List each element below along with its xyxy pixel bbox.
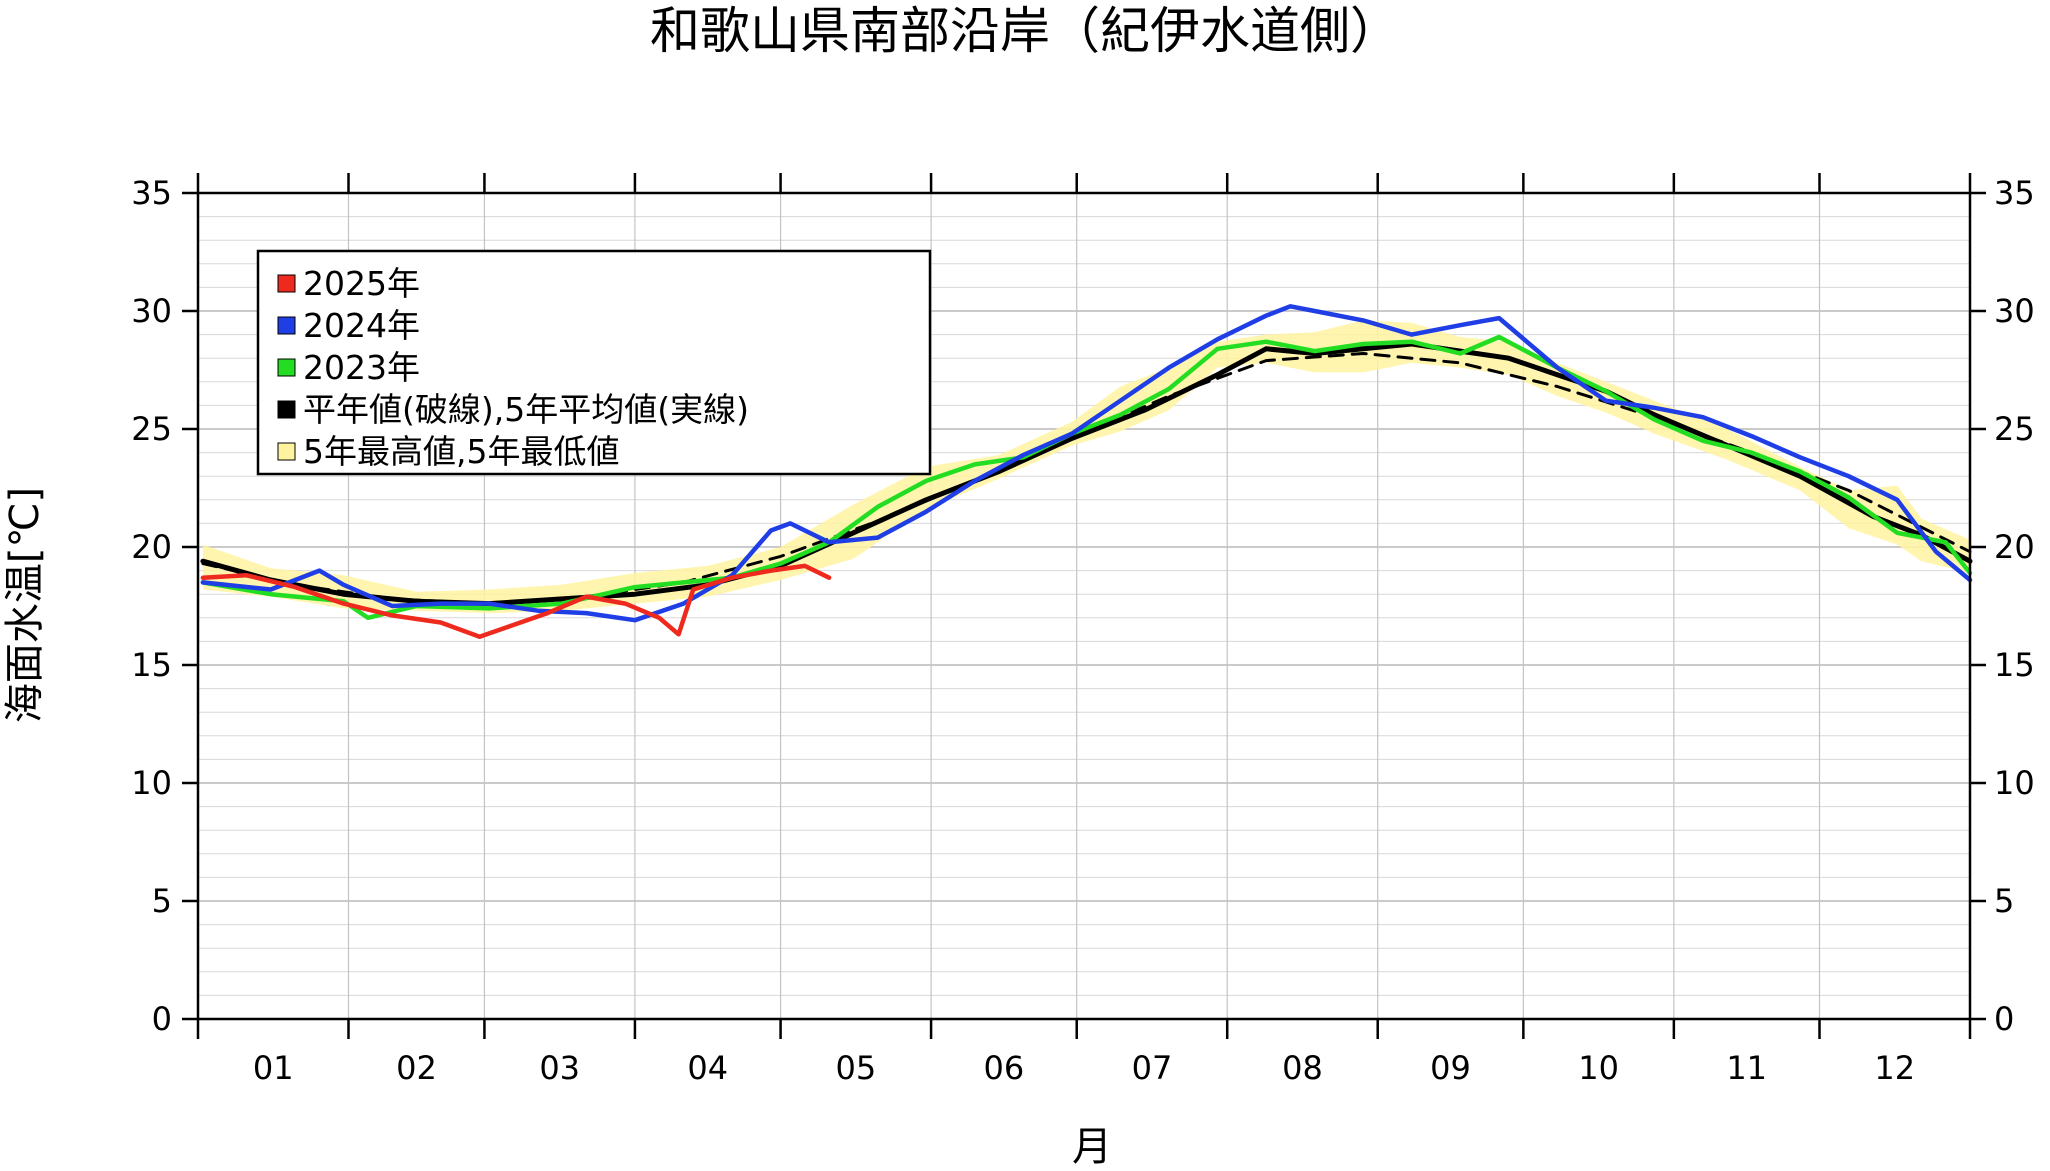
legend-box xyxy=(256,249,932,476)
legend-label-2023: 2023年 xyxy=(303,348,420,387)
legend-swatch-2023 xyxy=(277,358,296,377)
plot-frame xyxy=(196,191,1972,1021)
legend-label-2024: 2024年 xyxy=(303,306,420,345)
y-axis-left: 0 5 10 15 20 25 30 35 xyxy=(131,174,198,1038)
x-tick-label: 02 xyxy=(396,1049,437,1087)
y-tick-label-right: 5 xyxy=(1994,882,2014,920)
legend-item-max-min: 5年最高値,5年最低値 xyxy=(277,432,619,471)
legend-swatch-2025 xyxy=(277,274,296,293)
y-tick-label-right: 35 xyxy=(1994,174,2035,212)
chart-title: 和歌山県南部沿岸（紀伊水道側） xyxy=(650,2,1400,60)
legend-item-2024: 2024年 xyxy=(277,306,420,345)
legend-swatch-max-min xyxy=(277,442,296,461)
x-tick-label: 09 xyxy=(1430,1049,1471,1087)
y-tick-label-right: 25 xyxy=(1994,410,2035,448)
y-tick-label: 30 xyxy=(131,292,172,330)
y-axis-right: 0 5 10 15 20 25 30 35 xyxy=(1970,174,2035,1038)
legend-swatch-normal-average xyxy=(277,400,296,419)
y-tick-label: 0 xyxy=(152,1000,172,1038)
x-tick-label: 06 xyxy=(984,1049,1025,1087)
band-max-min xyxy=(202,320,1970,614)
legend-swatch-2024 xyxy=(277,316,296,335)
x-axis-label: 月 xyxy=(1072,1124,1112,1166)
y-tick-label: 10 xyxy=(131,764,172,802)
y-tick-label-right: 20 xyxy=(1994,528,2035,566)
y-axis-label: 海面水温[℃] xyxy=(2,487,48,723)
legend-item-2025: 2025年 xyxy=(277,264,420,303)
series-2024-line xyxy=(200,304,1973,623)
y-tick-label-right: 10 xyxy=(1994,764,2035,802)
legend: 2025年 2024年 2023年 平年値(破線),5年平均値(実線) 5年最高… xyxy=(256,249,932,476)
series-2023-line xyxy=(200,334,1973,621)
min-max-band-layer xyxy=(202,320,1970,614)
legend-item-normal-average: 平年値(破線),5年平均値(実線) xyxy=(277,390,749,429)
series-5yr-average-line xyxy=(200,341,1973,607)
y-tick-label: 20 xyxy=(131,528,172,566)
x-tick-label: 01 xyxy=(253,1049,294,1087)
x-axis: 01 02 03 04 05 06 07 08 09 10 11 12 xyxy=(196,173,1972,1087)
y-tick-label: 5 xyxy=(152,882,172,920)
x-tick-label: 10 xyxy=(1578,1049,1619,1087)
y-tick-label-right: 0 xyxy=(1994,1000,2014,1038)
series-lines xyxy=(200,304,1973,639)
legend-label-2025: 2025年 xyxy=(303,264,420,303)
y-tick-label-right: 15 xyxy=(1994,646,2035,684)
y-tick-label: 25 xyxy=(131,410,172,448)
legend-label-max-min: 5年最高値,5年最低値 xyxy=(303,432,619,471)
x-tick-label: 03 xyxy=(539,1049,580,1087)
legend-item-2023: 2023年 xyxy=(277,348,420,387)
x-tick-label: 05 xyxy=(835,1049,876,1087)
y-tick-label-right: 30 xyxy=(1994,292,2035,330)
plot-border xyxy=(196,191,1972,1021)
y-tick-label: 15 xyxy=(131,646,172,684)
x-tick-label: 04 xyxy=(687,1049,728,1087)
grid-lines xyxy=(198,193,1970,1019)
legend-label-normal-average: 平年値(破線),5年平均値(実線) xyxy=(303,390,749,429)
series-2025-line xyxy=(200,563,832,639)
y-tick-label: 35 xyxy=(131,174,172,212)
x-tick-label: 11 xyxy=(1726,1049,1767,1087)
x-tick-label: 12 xyxy=(1874,1049,1915,1087)
x-tick-label: 08 xyxy=(1282,1049,1323,1087)
x-tick-label: 07 xyxy=(1132,1049,1173,1087)
